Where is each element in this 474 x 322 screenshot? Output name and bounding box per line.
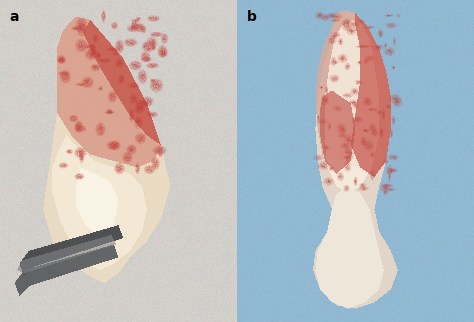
Text: a: a	[9, 10, 19, 24]
Text: b: b	[246, 10, 256, 24]
